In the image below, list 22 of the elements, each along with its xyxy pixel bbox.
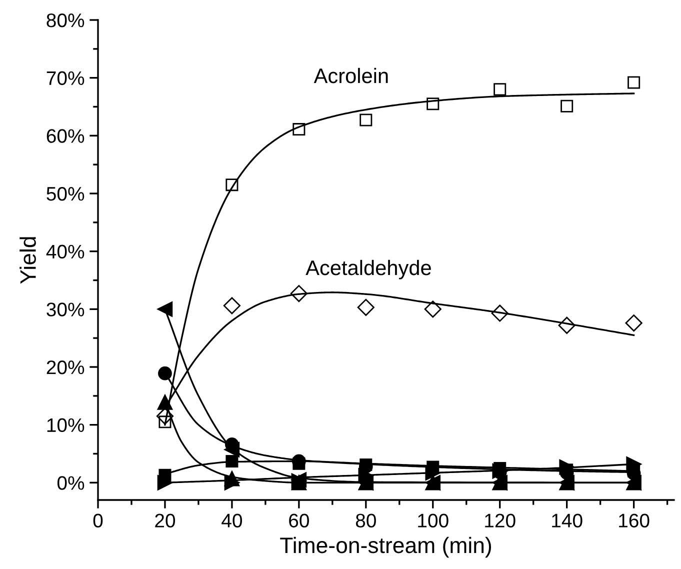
y-tick-label: 60% <box>46 129 84 143</box>
y-tick-label: 0% <box>57 476 84 490</box>
x-tick-label: 60 <box>289 514 309 528</box>
x-tick-label: 140 <box>552 514 582 528</box>
y-tick-label: 40% <box>46 244 84 259</box>
x-tick-label: 160 <box>619 514 650 528</box>
x-tick-label: 100 <box>418 514 448 528</box>
y-axis-title: Yield <box>20 237 36 284</box>
series-label: Acrolein <box>314 68 388 84</box>
y-tick-label: 10% <box>47 418 84 432</box>
x-axis-title: Time-on-stream (min) <box>280 536 492 558</box>
x-tick-label: 80 <box>356 514 376 528</box>
y-tick-label: 70% <box>46 71 84 86</box>
series-label: Acetaldehyde <box>306 260 431 280</box>
x-tick-label: 40 <box>222 514 242 528</box>
x-tick-label: 120 <box>485 514 516 528</box>
y-tick-label: 80% <box>46 13 84 28</box>
y-tick-label: 20% <box>46 360 84 374</box>
y-tick-label: 50% <box>46 186 84 201</box>
x-tick-label: 20 <box>155 514 176 528</box>
x-tick-label: 0 <box>93 514 103 528</box>
y-tick-label: 30% <box>46 302 84 316</box>
